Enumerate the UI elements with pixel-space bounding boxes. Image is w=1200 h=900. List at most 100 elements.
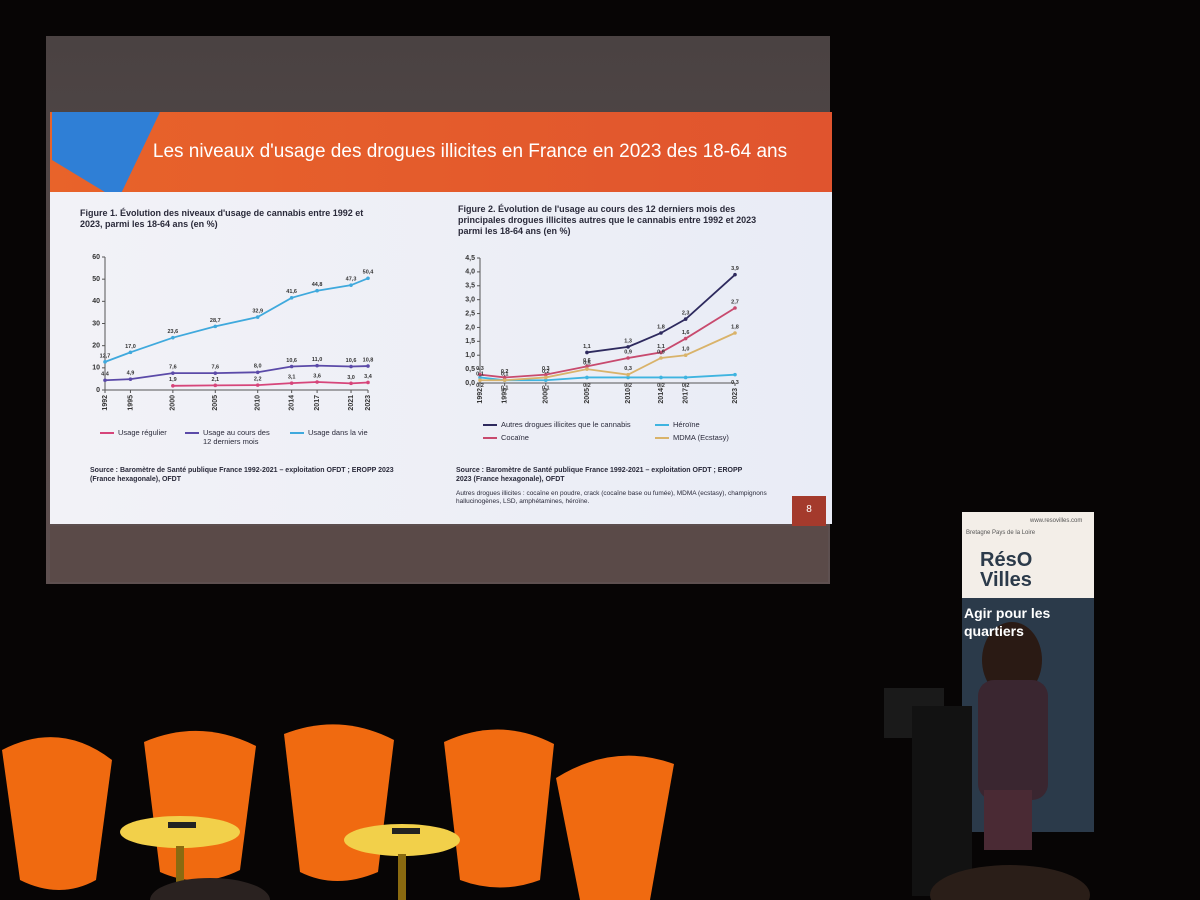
audience-head [150, 878, 270, 900]
audience-head [930, 865, 1090, 900]
value-label: 32,9 [252, 309, 263, 315]
legend-label: Cocaïne [501, 433, 529, 442]
value-label: 1,1 [657, 344, 665, 350]
value-label: 0,1 [476, 372, 484, 378]
value-label: 8,0 [254, 364, 262, 370]
value-label: 1,6 [682, 330, 690, 336]
x-tick-label: 2005 [584, 388, 591, 404]
data-point [733, 272, 737, 277]
y-tick-label: 10 [92, 365, 100, 372]
value-label: 1,3 [624, 338, 632, 344]
data-point [289, 381, 294, 385]
value-label: 1,0 [682, 347, 690, 353]
value-label: 0,2 [583, 383, 591, 389]
value-label: 0,1 [501, 372, 509, 378]
slide-bottom [50, 526, 828, 582]
figure-title: Figure 1. Évolution des niveaux d'usage … [80, 208, 364, 229]
value-label: 1,1 [583, 344, 591, 350]
data-point [659, 356, 663, 360]
data-point [128, 350, 133, 355]
data-point [502, 378, 507, 383]
speaker-legs [984, 790, 1032, 850]
y-tick-label: 0 [96, 387, 100, 394]
value-label: 3,0 [347, 375, 355, 381]
speaker-body [978, 680, 1048, 800]
data-point [626, 356, 630, 360]
data-point [349, 364, 353, 369]
value-label: 0,1 [542, 386, 550, 392]
value-label: 12,7 [100, 353, 111, 359]
x-tick-label: 1992 [477, 388, 484, 404]
data-point [626, 345, 630, 349]
legend-swatch [483, 424, 497, 426]
y-tick-label: 4,5 [465, 255, 475, 262]
value-label: 4,4 [101, 372, 110, 378]
legend-swatch [655, 437, 669, 439]
x-tick-label: 2005 [212, 395, 219, 411]
data-point [585, 367, 589, 371]
value-label: 0,2 [682, 383, 690, 389]
tables [120, 816, 460, 900]
value-label: 1,8 [731, 324, 739, 330]
value-label: 2,2 [254, 377, 262, 383]
value-label: 0,3 [731, 380, 739, 386]
value-label: 44,8 [312, 282, 323, 288]
value-label: 3,1 [288, 375, 296, 381]
legend-label: Autres drogues illicites que le cannabis [501, 420, 631, 429]
x-tick-label: 1992 [102, 395, 109, 411]
x-tick-label: 2021 [348, 395, 355, 411]
data-point [255, 315, 260, 319]
x-tick-label: 2023 [365, 395, 372, 411]
x-tick-label: 2017 [314, 395, 321, 411]
y-tick-label: 3,5 [465, 283, 475, 290]
value-label: 23,6 [168, 329, 179, 335]
legend-item: MDMA (Ecstasy) [655, 433, 729, 442]
x-tick-label: 2014 [658, 388, 665, 404]
page-badge [792, 496, 826, 526]
y-tick-label: 3,0 [465, 297, 475, 304]
data-point [683, 353, 688, 358]
y-tick-label: 1,5 [465, 338, 475, 345]
value-label: 0,3 [476, 366, 484, 372]
data-point [289, 295, 294, 300]
data-point [103, 360, 107, 364]
data-point [659, 350, 663, 355]
value-label: 7,6 [169, 365, 177, 371]
data-point [171, 335, 175, 340]
value-label: 1,9 [169, 377, 177, 383]
value-label: 0,9 [624, 349, 632, 355]
value-label: 0,2 [542, 369, 550, 375]
banner-url: www.resovilles.com [1030, 518, 1083, 524]
data-point [213, 371, 218, 375]
data-point [683, 317, 688, 321]
x-tick-label: 2000 [543, 388, 550, 404]
source: Source : Baromètre de Santé publique Fra… [90, 467, 394, 483]
chairs [2, 724, 674, 900]
legend-item: Autres drogues illicites que le cannabis [483, 420, 631, 429]
y-tick-label: 40 [92, 298, 100, 305]
legend-item: Usage dans la vie [290, 428, 368, 437]
data-point [366, 276, 370, 281]
x-tick-label: 2010 [255, 395, 262, 411]
value-label: 2,1 [211, 377, 219, 383]
x-tick-label: 2014 [288, 395, 295, 411]
legend-swatch [290, 432, 304, 434]
y-tick-label: 1,0 [465, 352, 475, 359]
data-point [585, 364, 589, 369]
data-point [103, 378, 107, 383]
value-label: 0,9 [657, 349, 665, 355]
data-point [659, 331, 663, 335]
data-point [585, 350, 589, 355]
legend-item: Usage au cours des 12 derniers mois [185, 428, 280, 446]
y-tick-label: 4,0 [465, 269, 475, 276]
value-label: 0,2 [501, 369, 509, 375]
data-point [683, 375, 688, 380]
value-label: 50,4 [363, 270, 375, 276]
data-point [349, 283, 353, 287]
figure-title: Figure 2. Évolution de l'usage au cours … [458, 204, 757, 236]
data-point [683, 336, 688, 341]
y-tick-label: 60 [92, 254, 100, 261]
value-label: 41,6 [286, 289, 297, 295]
data-point [255, 370, 260, 375]
